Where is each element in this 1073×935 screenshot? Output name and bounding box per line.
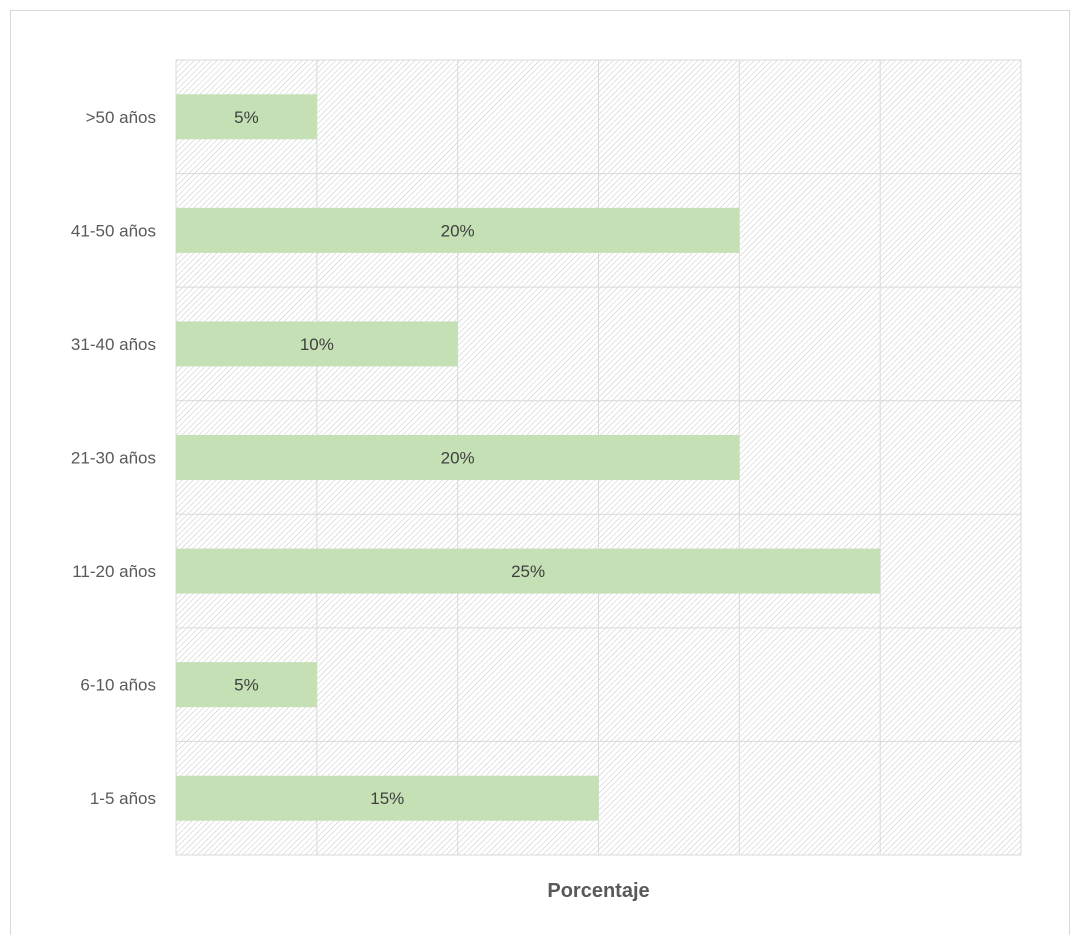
- bars-group: [176, 94, 881, 821]
- category-label: >50 años: [86, 108, 156, 127]
- grid-lines: [175, 59, 1022, 856]
- bar: [176, 435, 740, 480]
- category-label: 21-30 años: [71, 449, 156, 468]
- data-label: 5%: [234, 108, 259, 127]
- category-label: 41-50 años: [71, 221, 156, 240]
- category-label: 11-20 años: [72, 562, 156, 581]
- bar: [176, 94, 317, 140]
- data-label: 10%: [300, 335, 334, 354]
- chart-frame: [10, 10, 1070, 935]
- bar: [176, 775, 599, 821]
- category-label: 6-10 años: [80, 676, 156, 695]
- data-label: 20%: [441, 449, 475, 468]
- category-label: 31-40 años: [71, 335, 156, 354]
- bar: [176, 548, 881, 594]
- data-label: 15%: [370, 789, 404, 808]
- bar: [176, 207, 740, 253]
- category-label: 1-5 años: [90, 789, 156, 808]
- data-label: 20%: [441, 221, 475, 240]
- bar: [176, 662, 317, 708]
- data-label: 5%: [234, 676, 259, 695]
- data-labels: 5% 20% 10% 20% 25% 5% 15%: [234, 108, 545, 808]
- category-labels: >50 años 41-50 años 31-40 años 21-30 años 11…: [71, 108, 156, 808]
- x-axis-title: Porcentaje: [547, 880, 649, 902]
- bar: [176, 321, 458, 367]
- data-label: 25%: [511, 562, 545, 581]
